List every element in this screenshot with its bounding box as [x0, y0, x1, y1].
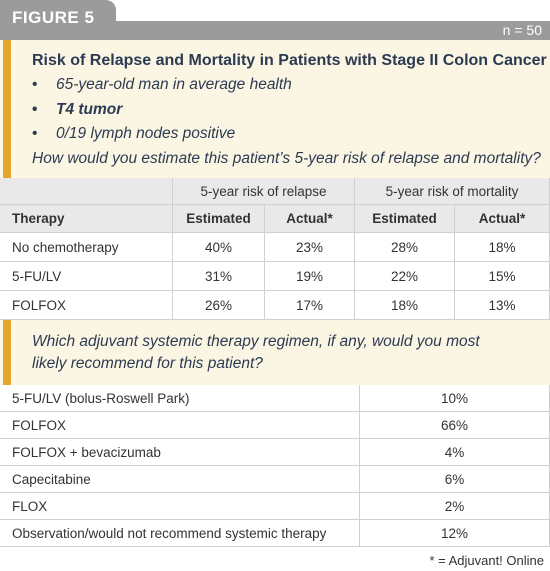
case-title: Risk of Relapse and Mortality in Patient…: [32, 52, 547, 69]
table-cell: 23%: [265, 233, 355, 262]
table-cell: 18%: [455, 233, 550, 262]
question-box: [0, 320, 550, 385]
accent-bar: [3, 320, 11, 385]
row-label: 5-FU/LV (bolus-Roswell Park): [0, 385, 360, 412]
group-header: 5-year risk of relapse: [173, 178, 355, 205]
table-cell: 17%: [265, 291, 355, 320]
bullet-item: 65-year-old man in average health: [32, 76, 292, 94]
row-label: Capecitabine: [0, 466, 360, 493]
table-cell: 28%: [355, 233, 455, 262]
column-header: Estimated: [173, 205, 265, 233]
table-cell: 31%: [173, 262, 265, 291]
bullet-item: T4 tumor: [32, 101, 122, 119]
column-header: Therapy: [0, 205, 173, 233]
figure-label: FIGURE 5: [0, 0, 116, 40]
accent-bar: [3, 40, 11, 178]
column-header: Estimated: [355, 205, 455, 233]
table-cell: 12%: [360, 520, 550, 547]
row-label: Observation/would not recommend systemic…: [0, 520, 360, 547]
question: Which adjuvant systemic therapy regimen,…: [32, 333, 480, 372]
table-cell: 4%: [360, 439, 550, 466]
table-cell: 19%: [265, 262, 355, 291]
table-cell: 15%: [455, 262, 550, 291]
row-label: No chemotherapy: [0, 233, 173, 262]
table-cell: 10%: [360, 385, 550, 412]
column-header: Actual*: [265, 205, 355, 233]
footnote: * = Adjuvant! Online: [429, 553, 544, 568]
table-cell: 66%: [360, 412, 550, 439]
row-label: FOLFOX + bevacizumab: [0, 439, 360, 466]
group-header: 5-year risk of mortality: [355, 178, 550, 205]
table-cell: 18%: [355, 291, 455, 320]
row-label: FOLFOX: [0, 412, 360, 439]
table-cell: 2%: [360, 493, 550, 520]
bullet-item: 0/19 lymph nodes positive: [32, 125, 235, 143]
row-label: FLOX: [0, 493, 360, 520]
table-cell: 22%: [355, 262, 455, 291]
column-header: Actual*: [455, 205, 550, 233]
table-cell: 26%: [173, 291, 265, 320]
table-cell: 6%: [360, 466, 550, 493]
table-cell: 13%: [455, 291, 550, 320]
question: How would you estimate this patient’s 5-…: [32, 150, 541, 167]
row-label: 5-FU/LV: [0, 262, 173, 291]
header-cell: [0, 178, 173, 205]
row-label: FOLFOX: [0, 291, 173, 320]
n-label: n = 50: [0, 21, 550, 40]
table-cell: 40%: [173, 233, 265, 262]
